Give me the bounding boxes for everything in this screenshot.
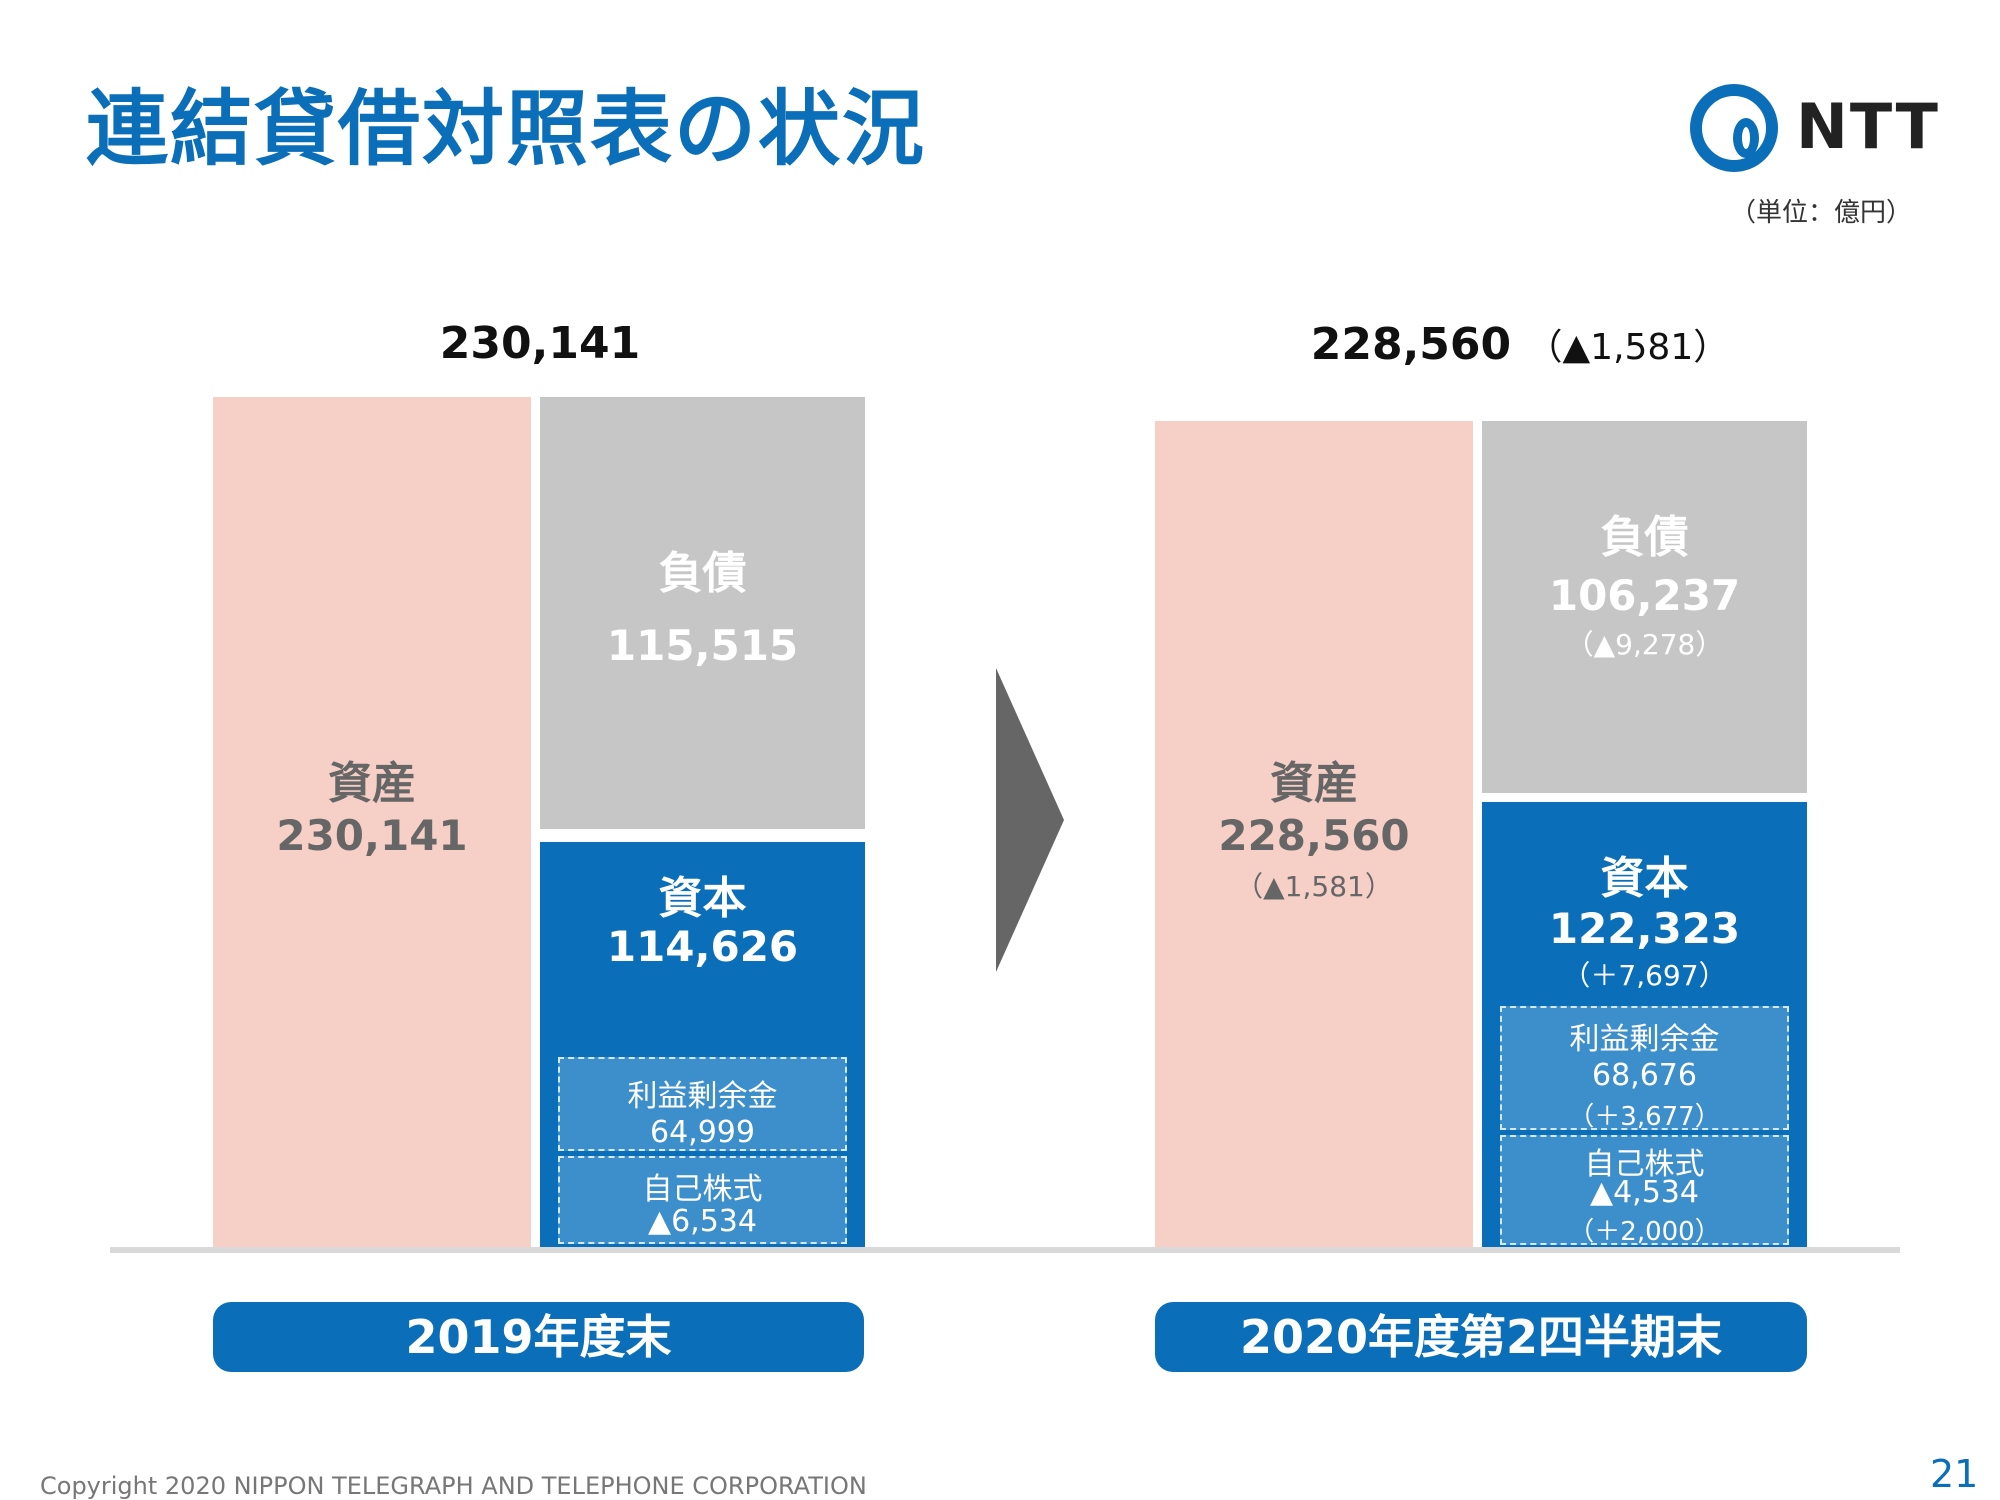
equity-label-2020q2: 資本 xyxy=(1600,853,1689,904)
total-2019: 230,141 xyxy=(439,318,641,369)
treasury-stock-label-2019: 自己株式 xyxy=(642,1172,763,1207)
assets-change-2020q2: （▲1,581） xyxy=(1235,870,1393,903)
retained-earnings-label-2020q2: 利益剰余金 xyxy=(1569,1022,1720,1057)
liabilities-bar-2020q2: 負債 106,237 （▲9,278） xyxy=(1482,421,1807,793)
period-label-2020q2: 2020年度第2四半期末 xyxy=(1155,1302,1807,1372)
treasury-stock-box-2020q2: 自己株式 ▲4,534 （＋2,000） xyxy=(1500,1135,1789,1247)
unit-label: （単位：億円） xyxy=(1730,198,1913,228)
liabilities-value-2019: 115,515 xyxy=(606,621,799,670)
retained-earnings-value-2019: 64,999 xyxy=(650,1115,755,1150)
treasury-stock-change-2020q2: （＋2,000） xyxy=(1568,1217,1721,1247)
total-2020q2: 228,560 （▲1,581） xyxy=(1310,319,1730,370)
treasury-stock-label-2020q2: 自己株式 xyxy=(1584,1147,1705,1182)
equity-change-2020q2: （＋7,697） xyxy=(1562,959,1727,992)
ntt-logo: NTT xyxy=(1690,84,1938,174)
ntt-logo-icon xyxy=(1690,84,1778,172)
liabilities-label-2020q2: 負債 xyxy=(1600,512,1689,563)
liabilities-bar-2019: 負債 115,515 xyxy=(540,397,865,829)
retained-earnings-label-2019: 利益剰余金 xyxy=(627,1079,778,1114)
retained-earnings-box-2020q2: 利益剰余金 68,676 （＋3,677） xyxy=(1500,1006,1789,1132)
assets-value-2020q2: 228,560 xyxy=(1218,811,1410,860)
assets-bar-2019: 資産 230,141 xyxy=(213,397,531,1250)
treasury-stock-box-2019: 自己株式 ▲6,534 xyxy=(558,1156,847,1244)
assets-value-2019: 230,141 xyxy=(276,811,468,860)
treasury-stock-value-2020q2: ▲4,534 xyxy=(1590,1175,1699,1210)
equity-value-2019: 114,626 xyxy=(606,922,799,971)
retained-earnings-box-2019: 利益剰余金 64,999 xyxy=(558,1057,847,1151)
treasury-stock-value-2019: ▲6,534 xyxy=(648,1204,757,1239)
assets-label-2020q2: 資産 xyxy=(1270,758,1358,809)
assets-bar-2020q2: 資産 228,560 （▲1,581） xyxy=(1155,421,1473,1250)
liabilities-change-2020q2: （▲9,278） xyxy=(1565,628,1724,661)
period-label-2019: 2019年度末 xyxy=(213,1302,864,1372)
retained-earnings-change-2020q2: （＋3,677） xyxy=(1568,1102,1721,1132)
liabilities-label-2019: 負債 xyxy=(658,548,747,599)
page-number: 21 xyxy=(1930,1452,1979,1496)
equity-label-2019: 資本 xyxy=(658,873,747,924)
page-title: 連結貸借対照表の状況 xyxy=(86,82,927,177)
assets-label-2019: 資産 xyxy=(328,758,416,809)
liabilities-value-2020q2: 106,237 xyxy=(1548,571,1741,620)
equity-value-2020q2: 122,323 xyxy=(1548,904,1741,953)
ntt-logo-text: NTT xyxy=(1796,90,1940,163)
chart-baseline xyxy=(110,1247,1900,1253)
arrow-right-icon xyxy=(996,668,1064,972)
retained-earnings-value-2020q2: 68,676 xyxy=(1592,1058,1697,1093)
copyright-footer: Copyright 2020 NIPPON TELEGRAPH AND TELE… xyxy=(40,1472,867,1500)
